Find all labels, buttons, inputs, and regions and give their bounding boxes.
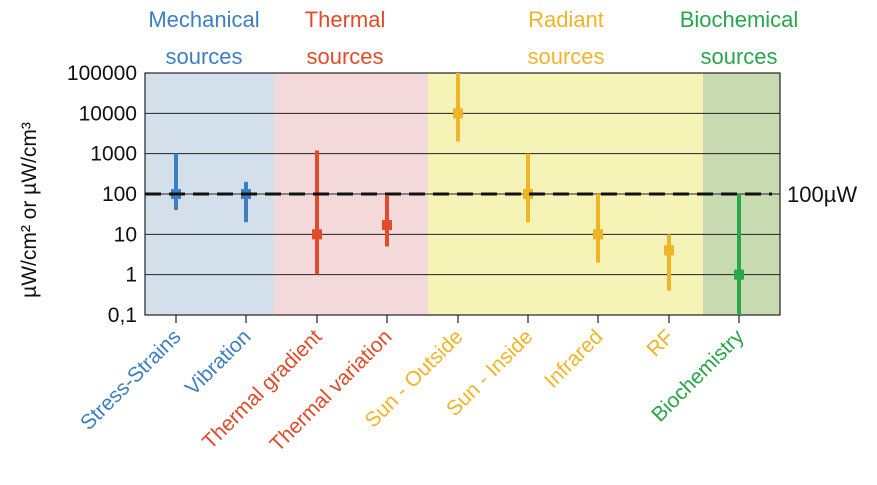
typical-marker [453,108,463,119]
typical-marker [312,229,322,240]
typical-marker [593,229,603,240]
typical-marker [523,189,533,199]
typical-marker [664,245,674,256]
reference-line-label: 100µW [787,182,857,207]
x-category-label: RF [642,325,678,361]
x-category-label: Thermal variation [266,325,397,456]
x-category-label: Stress-Strains [76,325,186,435]
y-tick-label: 10000 [79,102,137,125]
y-tick-label: 1000 [90,143,137,166]
x-category-label: Infrared [540,325,607,392]
group-title-radiant: sources [527,44,604,69]
typical-marker [734,269,744,280]
x-category-label: Thermal gradient [198,325,327,454]
group-title-mechanical: sources [165,44,242,69]
y-axis-label: µW/cm² or µW/cm³ [18,122,41,298]
typical-marker [382,220,392,231]
y-tick-label: 10 [114,223,137,246]
group-title-thermal: sources [306,44,383,69]
group-title-thermal: Thermal [305,7,386,32]
y-tick-label: 1 [125,264,137,287]
x-category-label: Vibration [181,325,256,400]
y-tick-label: 0,1 [108,304,137,327]
y-tick-label: 100000 [67,62,137,85]
group-title-radiant: Radiant [528,7,604,32]
y-tick-label: 100 [102,183,137,206]
group-title-biochemical: sources [700,44,777,69]
group-title-mechanical: Mechanical [148,7,259,32]
group-title-biochemical: Biochemical [680,7,799,32]
